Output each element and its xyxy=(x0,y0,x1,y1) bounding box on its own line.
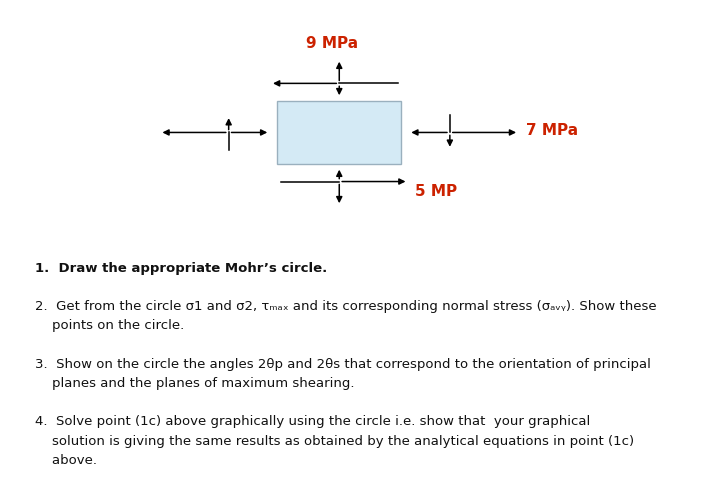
Text: 7 MPa: 7 MPa xyxy=(526,122,578,138)
Text: 5 MP: 5 MP xyxy=(415,184,457,199)
Bar xyxy=(277,101,402,164)
Text: 3.  Show on the circle the angles 2θp and 2θs that correspond to the orientation: 3. Show on the circle the angles 2θp and… xyxy=(35,358,651,371)
Text: above.: above. xyxy=(35,454,97,467)
Text: 4.  Solve point (1c) above graphically using the circle i.e. show that  your gra: 4. Solve point (1c) above graphically us… xyxy=(35,415,590,428)
Text: solution is giving the same results as obtained by the analytical equations in p: solution is giving the same results as o… xyxy=(35,434,634,447)
Text: 2.  Get from the circle σ1 and σ2, τₘₐₓ and its corresponding normal stress (σₐᵥ: 2. Get from the circle σ1 and σ2, τₘₐₓ a… xyxy=(35,300,657,313)
Text: 1.  Draw the appropriate Mohr’s circle.: 1. Draw the appropriate Mohr’s circle. xyxy=(35,262,328,275)
Text: points on the circle.: points on the circle. xyxy=(35,320,184,332)
Text: planes and the planes of maximum shearing.: planes and the planes of maximum shearin… xyxy=(35,377,355,390)
Text: 9 MPa: 9 MPa xyxy=(306,37,359,51)
